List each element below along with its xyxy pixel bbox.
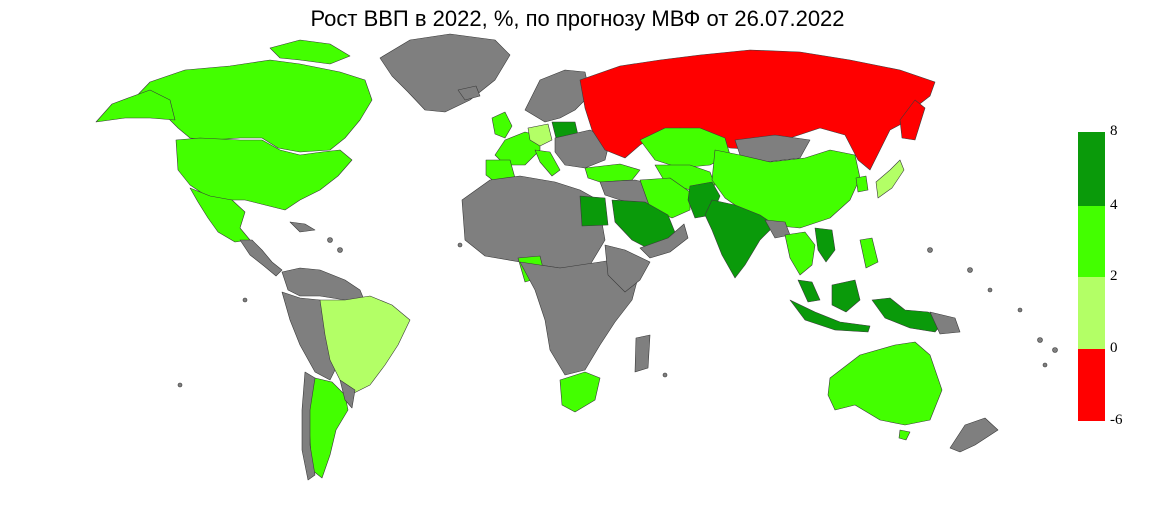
region-greenland [379,33,511,113]
region-alaska [95,89,176,123]
region-argentina [307,377,349,479]
region-russia [579,49,936,171]
island-marker [327,237,333,243]
region-brazil [319,295,411,396]
region-new-zealand [949,417,999,453]
legend-tick-2: 2 [1110,268,1118,284]
island-marker [337,247,343,253]
region-south-africa [559,371,601,413]
region-chile [301,371,316,481]
region-western-europe [494,131,541,166]
region-japan [875,159,905,199]
region-russia-kamchatka [899,99,926,141]
region-east-africa [604,244,651,293]
island-marker [967,267,973,273]
region-myanmar-thailand [784,231,816,276]
legend-bin-0-2 [1078,277,1105,349]
region-caribbean [289,221,316,233]
region-vietnam-philippines [814,227,836,263]
region-central-africa [519,257,641,376]
region-central-america [239,239,283,277]
island-marker [1052,347,1058,353]
color-legend [1078,132,1105,421]
island-marker [987,287,993,293]
island-marker [1042,362,1048,368]
legend-tick-0: 0 [1110,340,1118,356]
region-germany [527,123,553,147]
legend-bin-2-4 [1078,206,1105,277]
region-australia [827,341,943,426]
region-turkey [584,163,641,183]
legend-tick-neg6: -6 [1110,412,1123,428]
region-korea [855,175,869,193]
region-uruguay-paraguay [339,379,356,409]
region-papua [929,311,961,335]
island-marker [242,297,248,303]
map-title: Рост ВВП в 2022, %, по прогнозу МВФ от 2… [310,6,845,31]
island-marker [1017,307,1023,313]
region-india [704,199,776,279]
legend-tick-8: 8 [1110,123,1118,139]
region-madagascar [634,334,651,373]
island-marker [927,247,933,253]
region-uk [491,111,513,139]
region-tasmania [898,429,911,441]
island-marker [1037,337,1043,343]
region-iceland [457,85,481,101]
legend-bin-4-8 [1078,132,1105,206]
island-marker [662,372,668,378]
region-china [711,149,861,229]
region-north-africa [461,175,606,269]
region-yemen-oman [639,223,689,259]
region-malaysia [797,279,821,303]
region-borneo [831,279,861,313]
region-italy [534,149,561,177]
region-egypt [579,195,609,227]
legend-bin-neg6-0 [1078,349,1105,421]
region-canada-islands [269,39,351,65]
island-marker [177,382,183,388]
region-scandinavia [524,69,591,123]
legend-tick-4: 4 [1110,197,1118,213]
region-philippines [859,237,879,269]
region-sumatra-java [789,299,871,333]
island-marker [457,242,463,248]
region-canada [127,59,373,153]
